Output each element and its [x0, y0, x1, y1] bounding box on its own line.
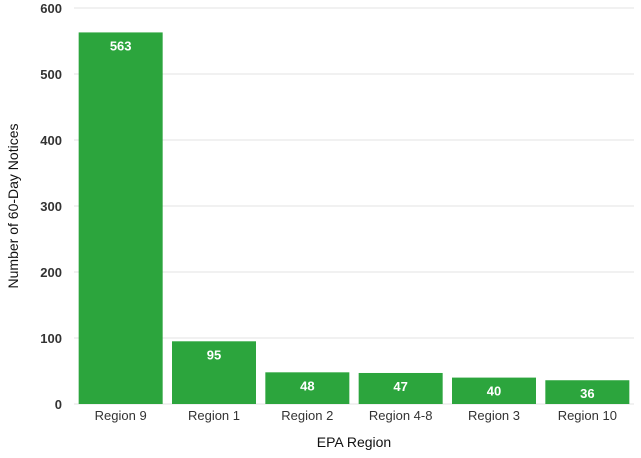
y-axis-title: Number of 60-Day Notices — [5, 124, 21, 289]
bar-region-3 — [452, 377, 536, 404]
x-tick-label: Region 1 — [188, 408, 240, 423]
bar-value-label: 36 — [580, 386, 594, 401]
x-tick-label: Region 9 — [95, 408, 147, 423]
bar-region-1 — [172, 341, 256, 404]
bar-region-9 — [78, 32, 163, 405]
y-tick-label: 200 — [40, 265, 62, 280]
x-axis-title: EPA Region — [317, 434, 391, 450]
x-tick-label: Region 2 — [281, 408, 333, 423]
y-tick-label: 300 — [40, 199, 62, 214]
bar-value-label: 563 — [110, 38, 132, 53]
x-axis-ticks: Region 9 Region 1 Region 2 Region 4-8 Region… — [95, 408, 617, 423]
x-tick-label: Region 10 — [558, 408, 617, 423]
bar-region-10 — [545, 380, 630, 404]
bar-value-label: 40 — [487, 384, 501, 399]
gridlines — [74, 7, 634, 405]
bar-value-label: 47 — [393, 379, 407, 394]
y-tick-label: 600 — [40, 1, 62, 16]
bar-value-label: 95 — [207, 347, 221, 362]
bars: 563 95 48 47 40 36 — [78, 32, 630, 405]
x-tick-label: Region 4-8 — [369, 408, 433, 423]
y-axis-ticks: 0 100 200 300 400 500 600 — [40, 1, 62, 412]
bar-region-2 — [265, 372, 350, 404]
bar-value-label: 48 — [300, 378, 314, 393]
bar-region-4-8 — [358, 372, 443, 404]
y-tick-label: 400 — [40, 133, 62, 148]
y-tick-label: 0 — [55, 397, 62, 412]
y-tick-label: 500 — [40, 67, 62, 82]
x-tick-label: Region 3 — [468, 408, 520, 423]
y-tick-label: 100 — [40, 331, 62, 346]
